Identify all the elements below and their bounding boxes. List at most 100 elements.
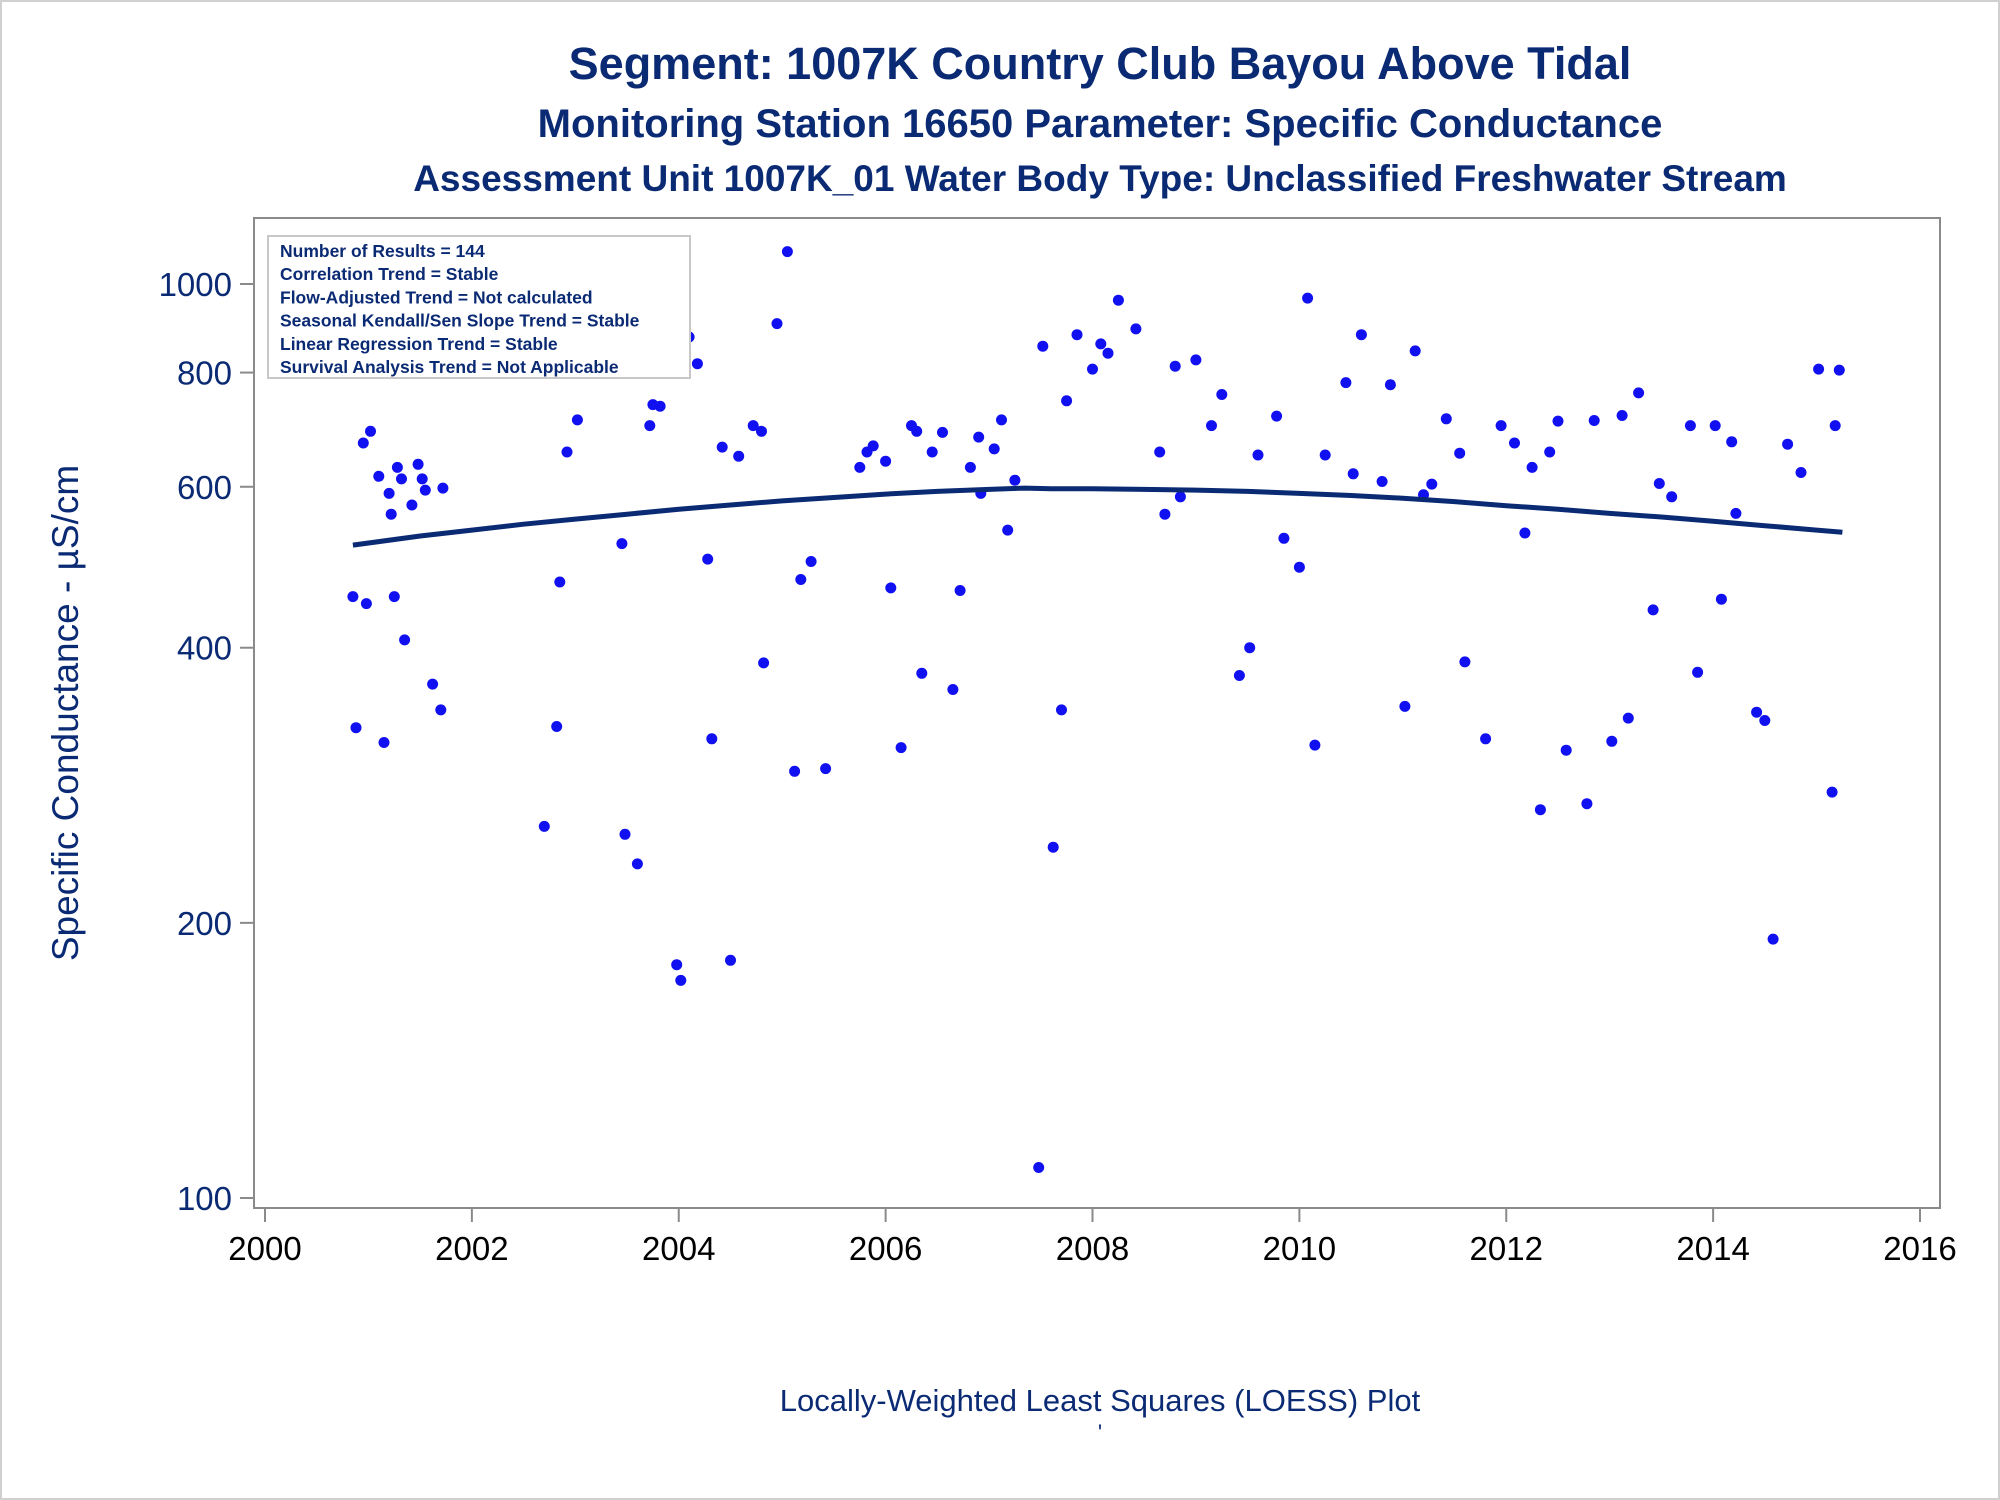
- data-point: [1606, 735, 1618, 747]
- data-point: [1206, 420, 1217, 432]
- data-point: [926, 446, 938, 458]
- y-tick-label: 600: [177, 469, 232, 506]
- data-point: [399, 634, 411, 646]
- data-point: [880, 455, 892, 467]
- data-point: [416, 473, 428, 485]
- data-marks: [347, 246, 1845, 1173]
- data-point: [1560, 744, 1572, 756]
- data-point: [733, 450, 745, 462]
- info-box-frame: [267, 235, 691, 379]
- data-point: [1216, 389, 1228, 400]
- data-point: [396, 473, 407, 485]
- data-point: [1376, 476, 1388, 487]
- data-point: [1526, 461, 1538, 473]
- data-point: [1009, 474, 1021, 486]
- data-point: [1581, 798, 1593, 810]
- data-point: [789, 765, 801, 777]
- data-point: [1047, 841, 1059, 853]
- data-point: [1544, 446, 1556, 458]
- data-point: [702, 553, 714, 565]
- data-point: [716, 441, 728, 453]
- data-point: [1293, 561, 1305, 573]
- data-point: [1399, 700, 1411, 712]
- data-point: [1829, 420, 1841, 432]
- data-point: [771, 318, 783, 330]
- chart-subtitle: Monitoring Station 16650 Parameter: Spec…: [537, 102, 1663, 146]
- data-point: [631, 858, 643, 870]
- data-point: [691, 358, 703, 370]
- data-point: [1647, 604, 1659, 616]
- data-point: [1440, 413, 1452, 425]
- data-point: [1095, 338, 1107, 350]
- data-point: [1384, 379, 1396, 391]
- x-tick-label: 2004: [642, 1230, 715, 1267]
- footnote: Locally-Weighted Least Squares (LOESS) P…: [779, 1383, 1421, 1418]
- y-axis-label: Specific Conductance - µS/cm: [45, 465, 86, 961]
- y-tick-label: 1000: [159, 266, 232, 303]
- data-point: [1340, 377, 1352, 389]
- y-tick-label: 800: [177, 355, 232, 392]
- data-point: [1319, 449, 1331, 461]
- data-point: [758, 657, 770, 669]
- data-point: [820, 763, 832, 775]
- data-point: [1826, 786, 1838, 798]
- data-point: [1813, 363, 1825, 375]
- data-point: [1174, 491, 1186, 503]
- y-tick-label: 400: [177, 630, 232, 667]
- data-point: [1409, 345, 1421, 357]
- data-point: [1454, 447, 1466, 459]
- chart-title: Segment: 1007K Country Club Bayou Above …: [568, 38, 1632, 89]
- data-point: [1071, 329, 1083, 341]
- data-point: [360, 598, 372, 610]
- data-point: [619, 828, 631, 840]
- data-point: [350, 722, 362, 734]
- data-point: [1767, 933, 1779, 945]
- data-point: [412, 458, 424, 470]
- data-point: [427, 678, 439, 690]
- x-tick-label: 2010: [1263, 1230, 1336, 1267]
- x-tick-label: 2000: [228, 1230, 301, 1267]
- data-point: [1112, 294, 1124, 306]
- data-point: [406, 499, 418, 511]
- data-point: [1056, 704, 1067, 716]
- data-point: [747, 420, 759, 432]
- data-point: [1666, 491, 1678, 503]
- info-box-line: Correlation Trend = Stable: [280, 264, 499, 284]
- data-point: [1730, 507, 1742, 519]
- y-tick-label: 200: [177, 905, 232, 942]
- data-point: [1616, 410, 1628, 421]
- footnote-mark: ': [1097, 1420, 1103, 1445]
- info-box-line: Survival Analysis Trend = Not Applicable: [280, 357, 619, 377]
- data-point: [1061, 395, 1073, 407]
- info-box-line: Seasonal Kendall/Sen Slope Trend = Stabl…: [280, 311, 640, 331]
- data-point: [1588, 415, 1600, 426]
- data-point: [554, 576, 566, 588]
- data-point: [1169, 360, 1181, 372]
- data-point: [1751, 706, 1763, 718]
- data-point: [1159, 508, 1171, 520]
- data-point: [895, 742, 907, 754]
- data-point: [954, 585, 966, 596]
- data-point: [988, 443, 1000, 455]
- data-point: [916, 667, 928, 679]
- data-point: [867, 440, 879, 452]
- loess-curve: [352, 485, 1843, 548]
- data-point: [357, 437, 369, 449]
- data-point: [1190, 354, 1202, 366]
- data-point: [1653, 478, 1665, 489]
- data-point: [1233, 670, 1245, 681]
- data-point: [1347, 468, 1359, 480]
- data-point: [1709, 420, 1721, 432]
- data-point: [644, 420, 656, 432]
- axes: 2000 2002 2004 2006 2008 2010 2012 2014 2016 100 2…: [159, 266, 1957, 1267]
- data-point: [1622, 712, 1634, 724]
- data-point: [419, 484, 431, 496]
- data-point: [1833, 364, 1845, 376]
- chart-subtitle-2: Assessment Unit 1007K_01 Water Body Type…: [413, 158, 1787, 199]
- data-point: [1684, 420, 1696, 432]
- data-point: [1154, 446, 1166, 458]
- data-point: [654, 400, 666, 412]
- data-point: [1130, 323, 1142, 335]
- data-point: [378, 737, 390, 748]
